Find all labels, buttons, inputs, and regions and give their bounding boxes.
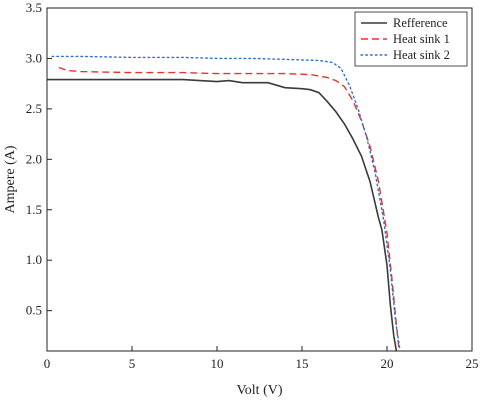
y-tick-label: 1.0 [26, 252, 42, 267]
x-axis-ticks: 0 5 10 15 20 25 [44, 346, 479, 371]
series-line-2 [58, 66, 400, 350]
y-tick-label: 1.5 [26, 202, 42, 217]
series-line-1 [47, 78, 398, 352]
legend-label: Heat sink 1 [393, 32, 450, 46]
x-tick-label: 20 [381, 356, 394, 371]
x-tick-label: 5 [129, 356, 136, 371]
plot-frame [46, 7, 473, 352]
x-tick-label: 25 [466, 356, 479, 371]
x-tick-label: 10 [211, 356, 224, 371]
y-tick-label: 2.0 [26, 151, 42, 166]
y-axis-ticks: 0.5 1.0 1.5 2.0 2.5 3.0 3.5 [26, 0, 52, 318]
legend-label: Refference [393, 16, 448, 30]
x-tick-label: 15 [296, 356, 309, 371]
legend: Refference Heat sink 1 Heat sink 2 [354, 11, 468, 67]
series-line-3 [51, 55, 401, 350]
y-tick-label: 3.5 [26, 0, 42, 15]
legend-label: Heat sink 2 [393, 48, 450, 62]
y-tick-label: 0.5 [26, 303, 42, 318]
series-layer [47, 55, 401, 352]
y-axis-label: Ampere (A) [3, 145, 18, 213]
y-tick-label: 2.5 [26, 101, 42, 116]
y-tick-label: 3.0 [26, 50, 42, 65]
x-tick-label: 0 [44, 356, 51, 371]
x-axis-label: Volt (V) [236, 383, 282, 398]
